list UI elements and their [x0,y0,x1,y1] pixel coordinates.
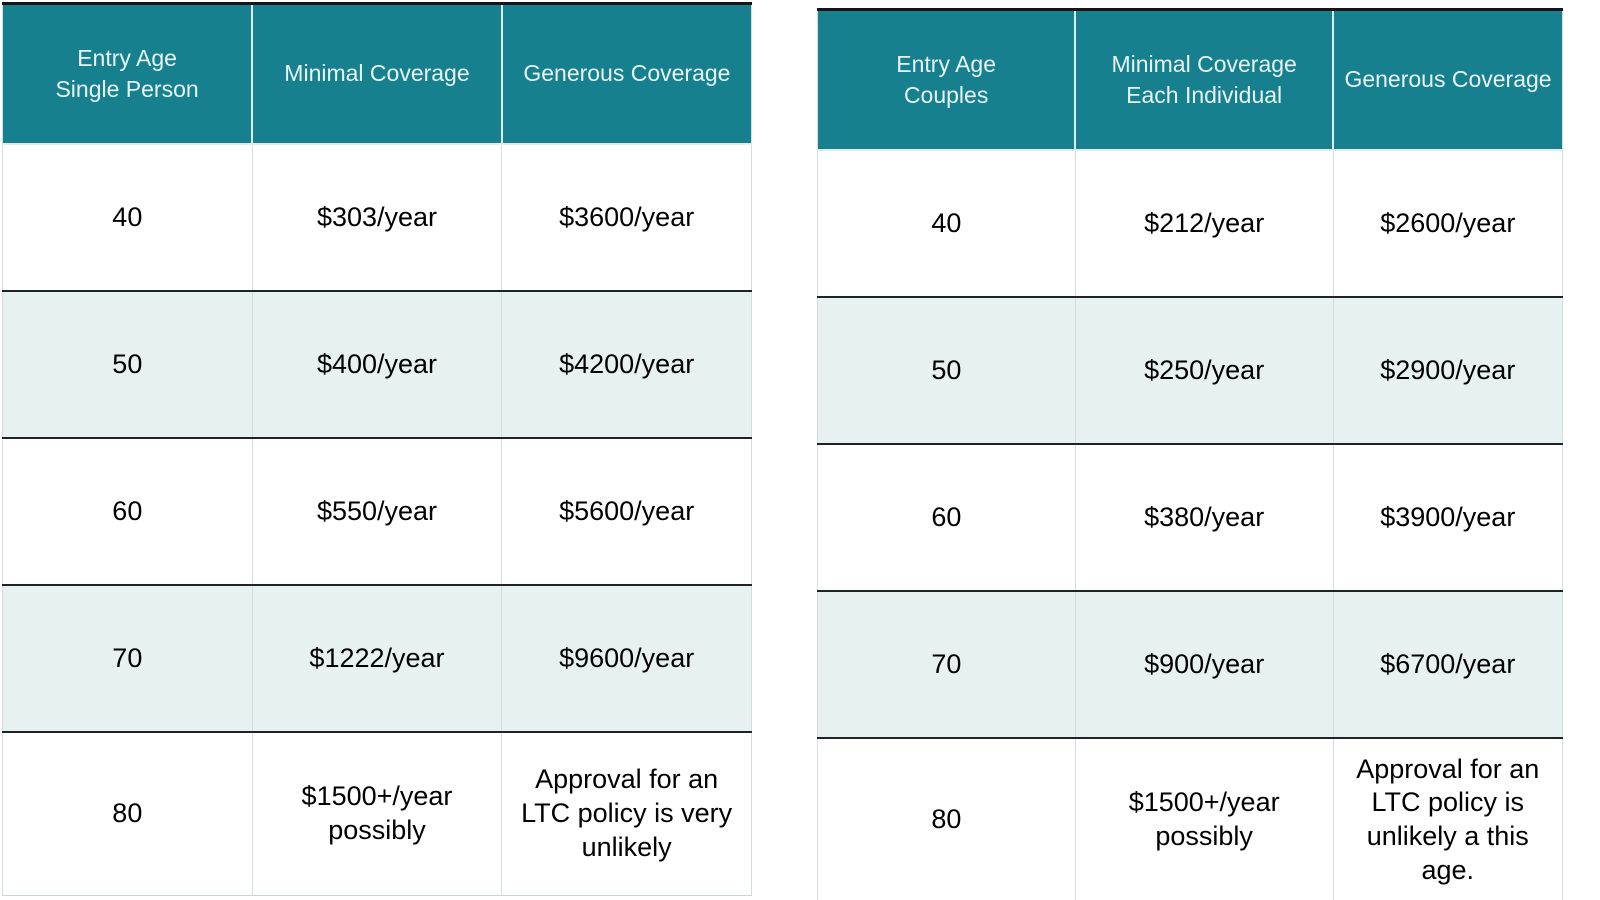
header-entry-age-couples: Entry Age Couples [817,9,1076,150]
table-row: 60 $550/year $5600/year [2,438,752,585]
single-person-table-grid: Entry Age Single Person Minimal Coverage… [2,2,752,896]
age-cell: 50 [2,291,253,438]
age-cell: 50 [817,297,1076,444]
generous-cell: $2600/year [1332,150,1563,297]
table-row: 60 $380/year $3900/year [817,444,1563,591]
single-person-table: Entry Age Single Person Minimal Coverage… [2,2,752,896]
table-row: 70 $1222/year $9600/year [2,585,752,732]
minimal-cell: $1500+/year possibly [251,732,502,896]
generous-cell: Approval for an LTC policy is unlikely a… [1332,738,1563,900]
table-row: 40 $212/year $2600/year [817,150,1563,297]
couples-table-grid: Entry Age Couples Minimal Coverage Each … [817,8,1563,900]
age-cell: 60 [2,438,253,585]
minimal-cell: $1222/year [251,585,502,732]
minimal-cell: $380/year [1074,444,1334,591]
age-cell: 70 [2,585,253,732]
header-generous-coverage: Generous Coverage [500,3,752,144]
minimal-cell: $303/year [251,144,502,291]
minimal-cell: $1500+/year possibly [1074,738,1334,900]
generous-cell: $6700/year [1332,591,1563,738]
minimal-cell: $250/year [1074,297,1334,444]
generous-cell: $3900/year [1332,444,1563,591]
minimal-cell: $900/year [1074,591,1334,738]
generous-cell: $9600/year [501,585,752,732]
table-row: 40 $303/year $3600/year [2,144,752,291]
header-entry-age-single: Entry Age Single Person [2,3,253,144]
age-cell: 70 [817,591,1076,738]
generous-cell: Approval for an LTC policy is very unlik… [501,732,752,896]
header-minimal-coverage-individual: Minimal Coverage Each Individual [1074,9,1334,150]
age-cell: 80 [817,738,1076,900]
minimal-cell: $400/year [251,291,502,438]
age-cell: 80 [2,732,253,896]
table-row: 70 $900/year $6700/year [817,591,1563,738]
table-header-row: Entry Age Single Person Minimal Coverage… [2,3,752,144]
header-minimal-coverage: Minimal Coverage [251,3,502,144]
age-cell: 40 [817,150,1076,297]
table-row: 80 $1500+/year possibly Approval for an … [817,738,1563,900]
generous-cell: $2900/year [1332,297,1563,444]
table-header-row: Entry Age Couples Minimal Coverage Each … [817,9,1563,150]
age-cell: 60 [817,444,1076,591]
generous-cell: $3600/year [501,144,752,291]
table-row: 80 $1500+/year possibly Approval for an … [2,732,752,896]
table-row: 50 $400/year $4200/year [2,291,752,438]
minimal-cell: $212/year [1074,150,1334,297]
couples-table: Entry Age Couples Minimal Coverage Each … [817,8,1563,900]
header-generous-coverage: Generous Coverage [1332,9,1563,150]
generous-cell: $5600/year [501,438,752,585]
age-cell: 40 [2,144,253,291]
generous-cell: $4200/year [501,291,752,438]
table-row: 50 $250/year $2900/year [817,297,1563,444]
minimal-cell: $550/year [251,438,502,585]
